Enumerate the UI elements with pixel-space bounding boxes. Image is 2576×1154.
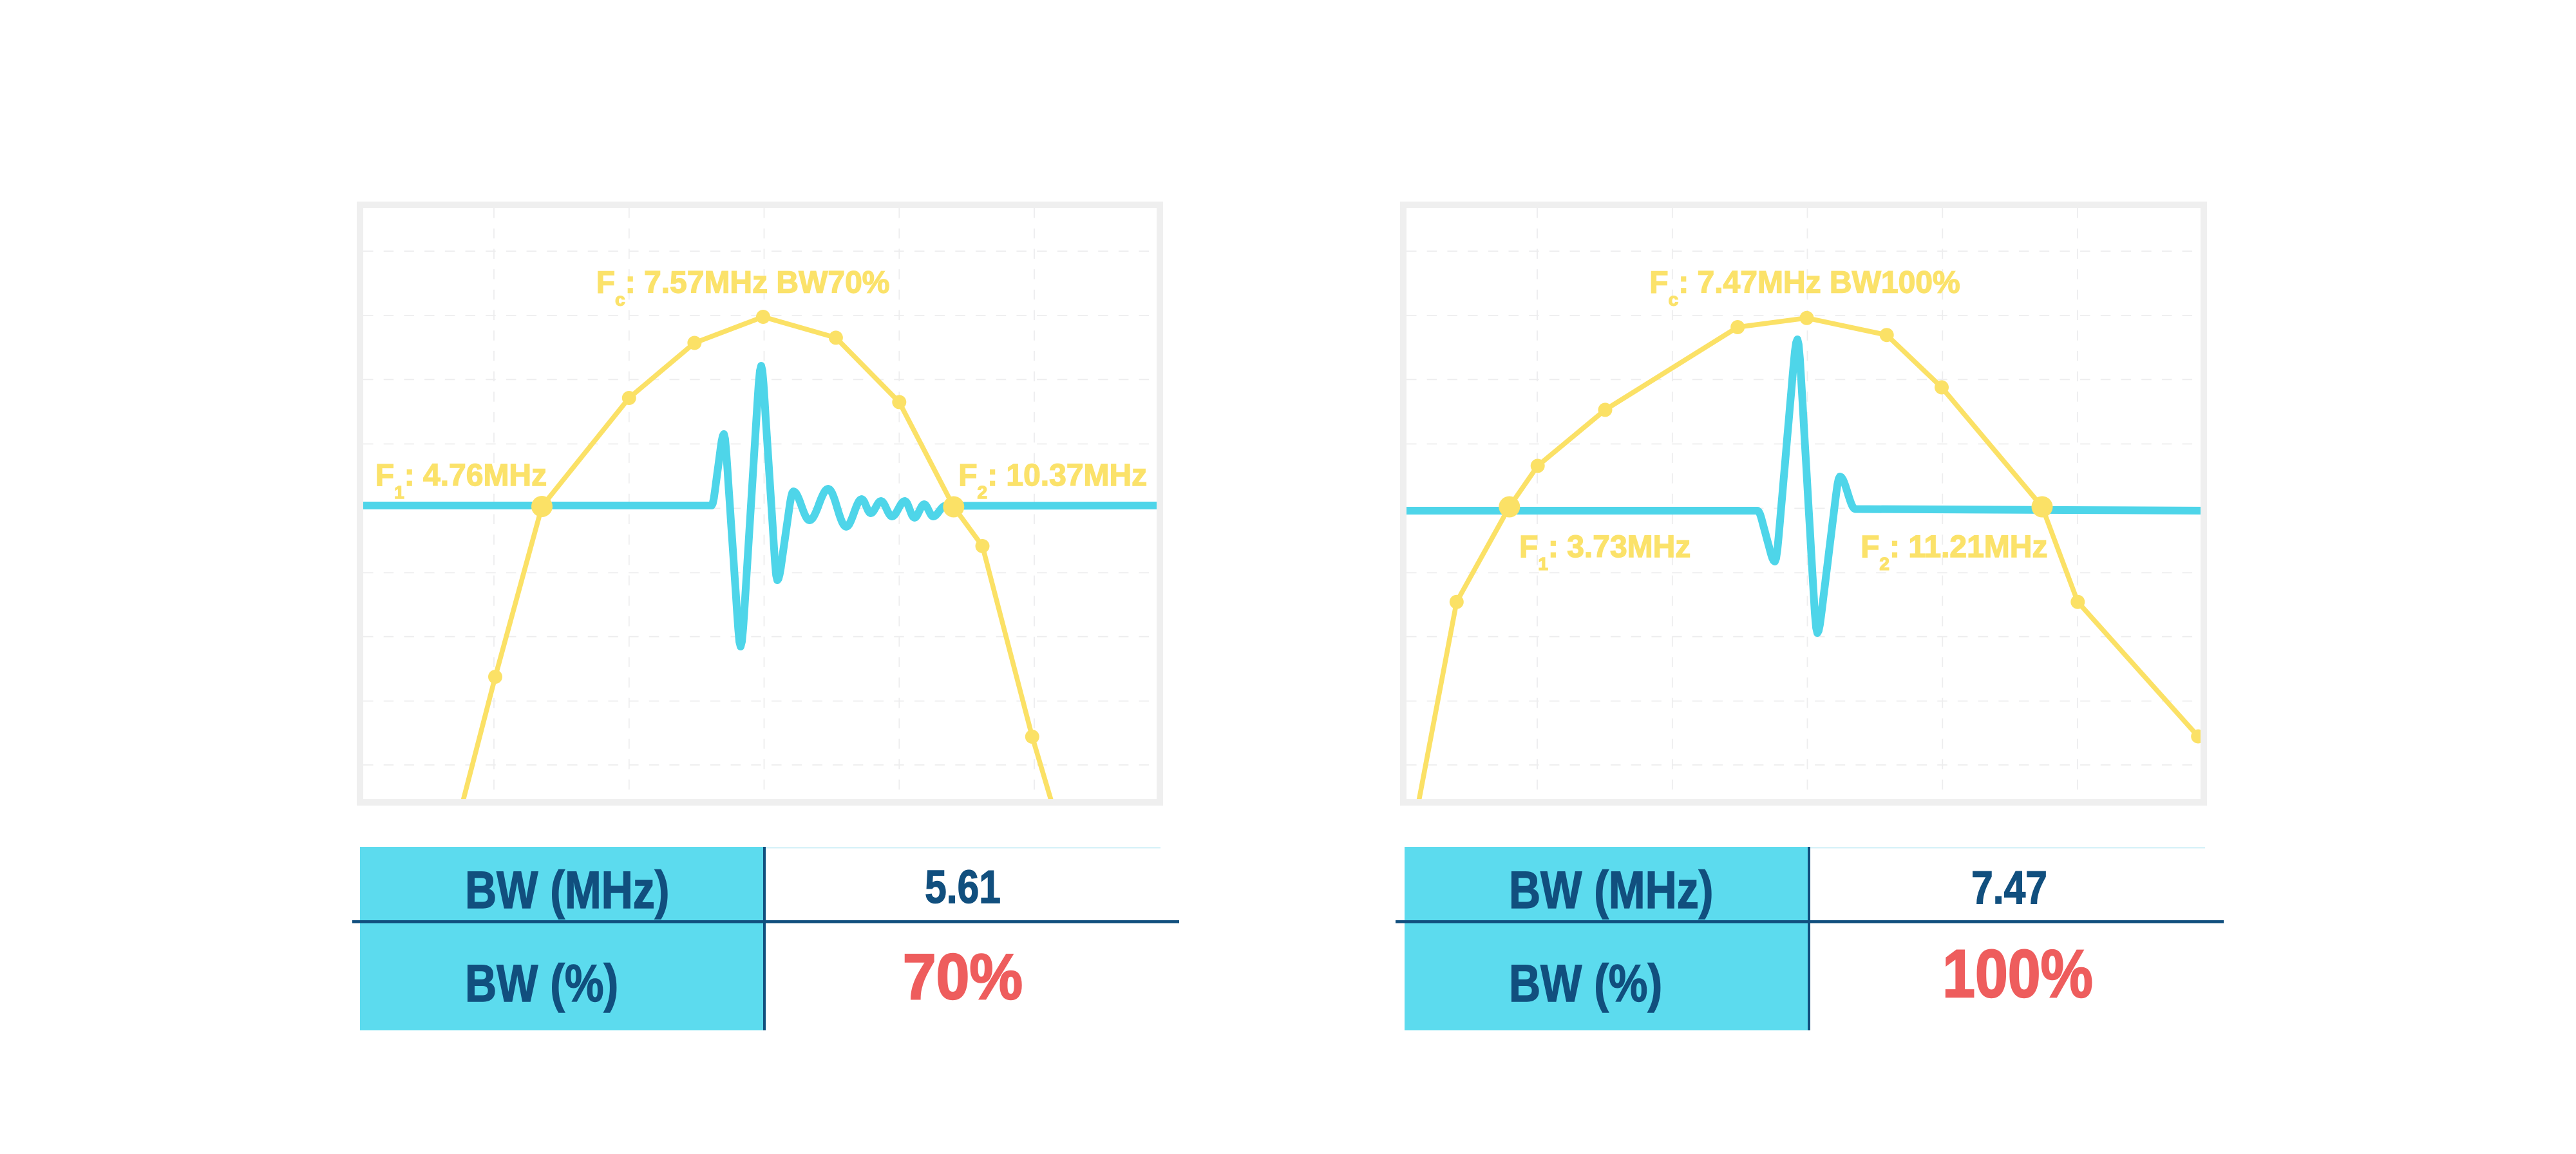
svg-text:BW (MHz): BW (MHz) xyxy=(465,860,669,919)
svg-text:BW (MHz): BW (MHz) xyxy=(1509,860,1713,919)
svg-text:5.61: 5.61 xyxy=(925,862,1001,913)
svg-text:F2: 10.37MHz: F2: 10.37MHz xyxy=(958,459,1147,502)
svg-text:Fc: 7.47MHz BW100%: Fc: 7.47MHz BW100% xyxy=(1649,266,1960,310)
svg-text:BW (%): BW (%) xyxy=(465,954,618,1012)
svg-text:BW (%): BW (%) xyxy=(1509,954,1662,1012)
svg-text:F1: 3.73MHz: F1: 3.73MHz xyxy=(1519,530,1690,574)
svg-text:7.47: 7.47 xyxy=(1971,862,2047,914)
svg-text:100%: 100% xyxy=(1942,936,2093,1011)
svg-text:Fc: 7.57MHz BW70%: Fc: 7.57MHz BW70% xyxy=(596,266,890,310)
svg-text:70%: 70% xyxy=(903,941,1023,1013)
svg-text:F1: 4.76MHz: F1: 4.76MHz xyxy=(375,459,547,502)
svg-text:F2: 11.21MHz: F2: 11.21MHz xyxy=(1861,530,2047,574)
